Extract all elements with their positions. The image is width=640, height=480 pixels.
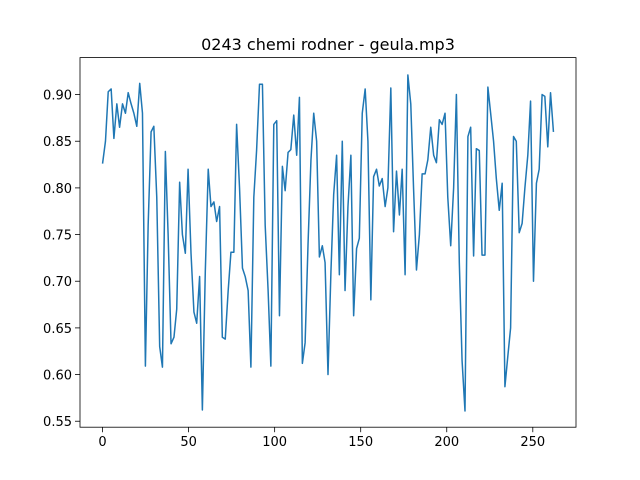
y-tick-label: 0.65 <box>43 322 72 337</box>
x-tick-label: 150 <box>348 435 373 450</box>
plot-frame <box>79 57 577 428</box>
y-tick-label: 0.75 <box>43 229 72 244</box>
x-tick-label: 100 <box>262 435 287 450</box>
y-tick-label: 0.85 <box>43 135 72 150</box>
chart-title: 0243 chemi rodner - geula.mp3 <box>201 35 455 54</box>
y-tick-label: 0.70 <box>43 275 72 290</box>
x-tick-label: 0 <box>98 435 106 450</box>
x-tick-label: 50 <box>180 435 197 450</box>
y-tick-label: 0.80 <box>43 182 72 197</box>
data-line <box>101 74 555 412</box>
y-tick-label: 0.90 <box>43 89 72 104</box>
y-tick-label: 0.55 <box>43 415 72 430</box>
x-tick-label: 250 <box>520 435 545 450</box>
x-tick-label: 200 <box>434 435 459 450</box>
y-tick-label: 0.60 <box>43 369 72 384</box>
